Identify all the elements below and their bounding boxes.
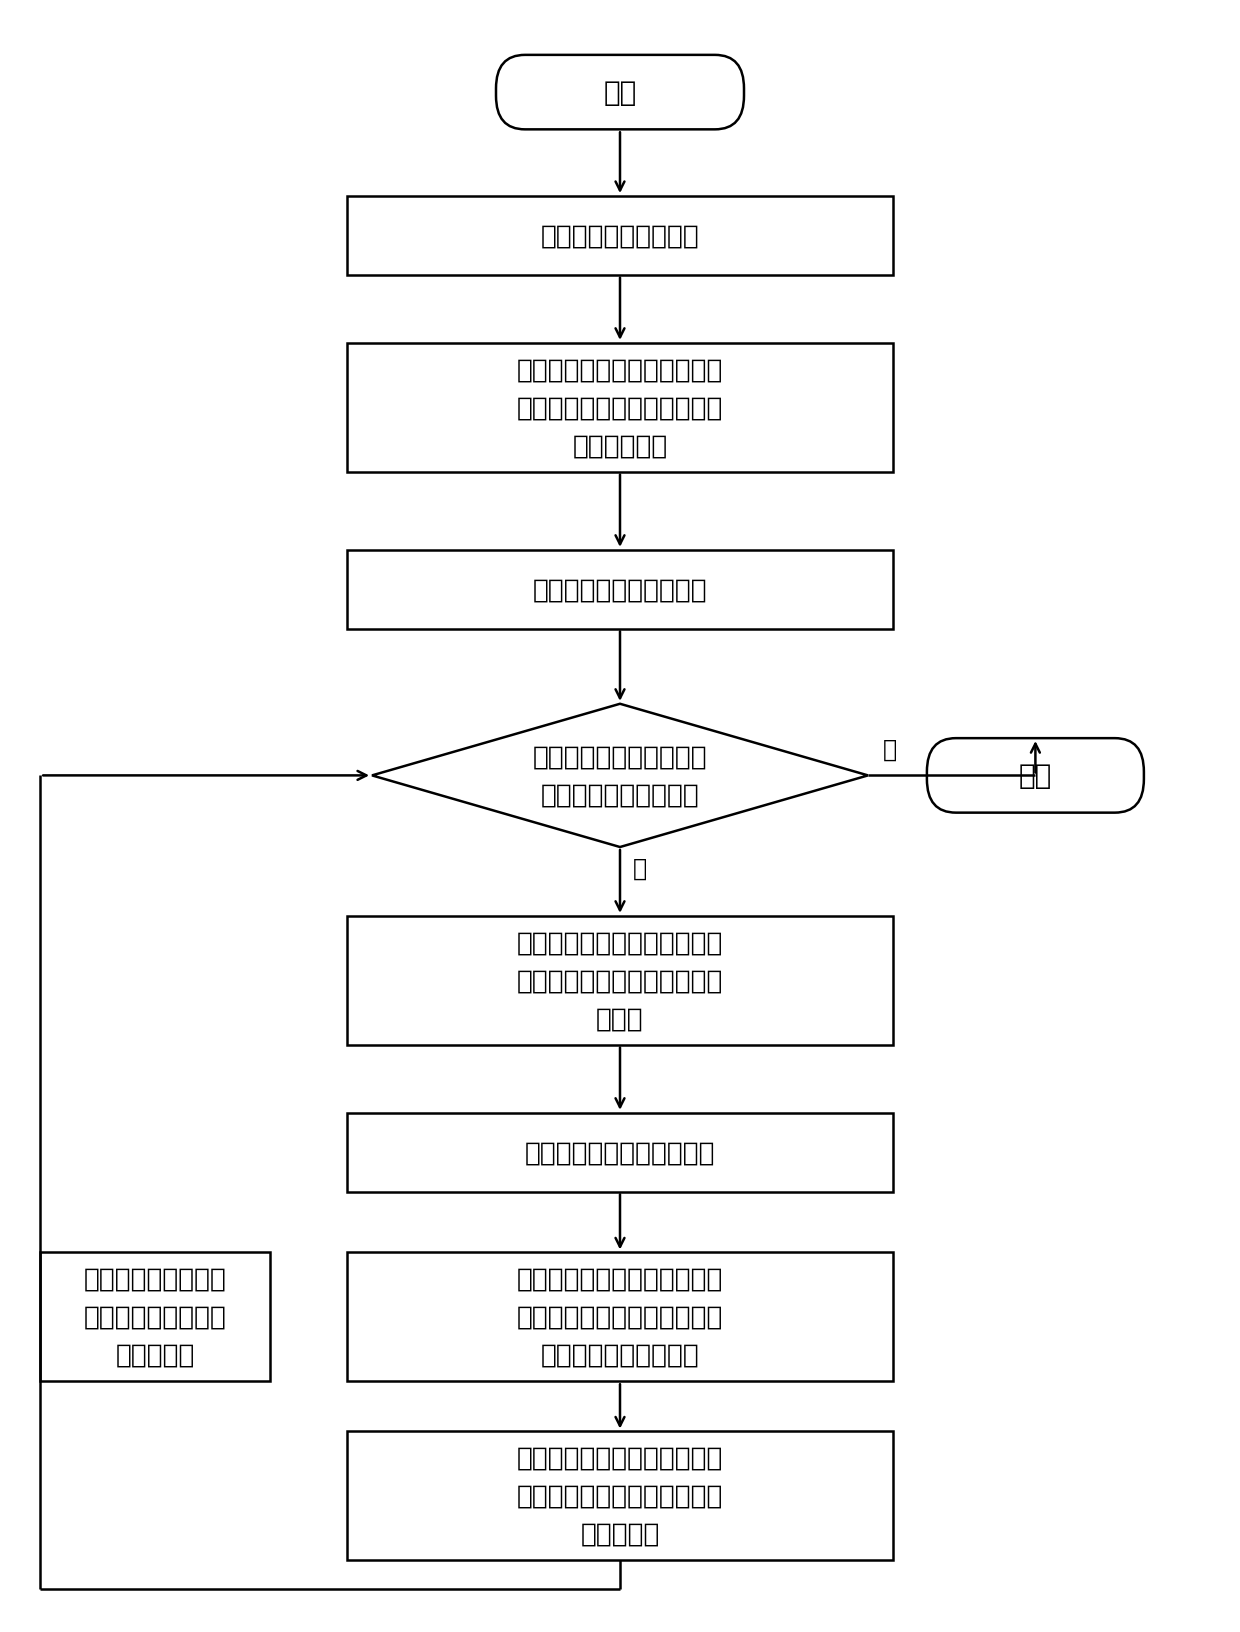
Bar	[347, 1431, 893, 1560]
Text: 设置时域长度及滚动步长: 设置时域长度及滚动步长	[533, 576, 707, 602]
Bar	[40, 1253, 270, 1381]
Bar	[347, 197, 893, 276]
Polygon shape	[372, 705, 868, 847]
Bar	[347, 1253, 893, 1381]
Bar	[347, 1113, 893, 1191]
Text: 开始: 开始	[604, 78, 636, 108]
Bar	[347, 916, 893, 1044]
FancyBboxPatch shape	[496, 55, 744, 131]
Text: 建立并运行当前时域内的空域
动态调配模型，生成当前时域
内的空域动态调配策略: 建立并运行当前时域内的空域 动态调配模型，生成当前时域 内的空域动态调配策略	[517, 1266, 723, 1368]
Text: 通过空域资源信息平台，发布
空域动态调配策略中该滚动步
长内的策略: 通过空域资源信息平台，发布 空域动态调配策略中该滚动步 长内的策略	[517, 1444, 723, 1547]
Text: 是: 是	[632, 857, 646, 880]
FancyBboxPatch shape	[926, 739, 1143, 813]
Text: 以当前时域内全部航班和旅客
总延误损失最小为目标建立目
标函数: 以当前时域内全部航班和旅客 总延误损失最小为目标建立目 标函数	[517, 930, 723, 1031]
Text: 建立当前时域内的约束条件: 建立当前时域内的约束条件	[525, 1139, 715, 1165]
Text: 令当前时域向前执行
时域滚动，并执行所
发布的策略: 令当前时域向前执行 时域滚动，并执行所 发布的策略	[83, 1266, 227, 1368]
Bar	[347, 550, 893, 630]
Text: 否: 否	[883, 738, 897, 762]
Bar	[347, 344, 893, 472]
Text: 获取流量受限空域单元内各航
路、关键点的容量信息，获取
航班运行信息: 获取流量受限空域单元内各航 路、关键点的容量信息，获取 航班运行信息	[517, 357, 723, 459]
Text: 当前时域内存在未执行空
域动态调配策略的航班: 当前时域内存在未执行空 域动态调配策略的航班	[533, 744, 707, 808]
Text: 构建空域资源信息平台: 构建空域资源信息平台	[541, 224, 699, 250]
Text: 结束: 结束	[1019, 762, 1052, 790]
